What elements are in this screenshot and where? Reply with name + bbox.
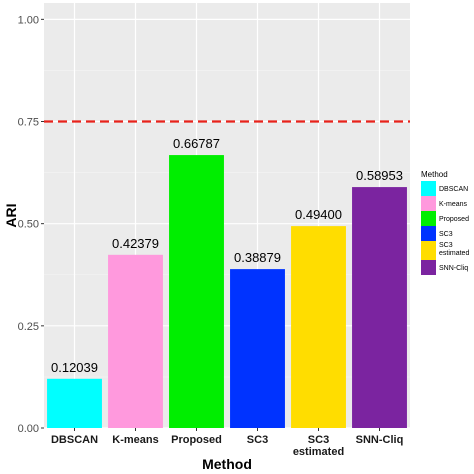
bar (169, 155, 224, 428)
legend-label: DBSCAN (439, 186, 468, 193)
legend-label: Proposed (439, 216, 469, 223)
bar (291, 226, 346, 428)
legend: Method DBSCAN K-means Proposed SC3 SC3 estima… (421, 170, 469, 275)
legend-swatch (421, 181, 436, 196)
x-tick-label: K-means (112, 434, 158, 446)
bar-value-label: 0.38879 (234, 250, 281, 265)
bar (352, 187, 407, 428)
data-labels: 0.12039 0.42379 0.66787 0.38879 0.49400 0.589… (51, 136, 403, 375)
x-tick-label: SC3 (247, 434, 268, 446)
y-tick-label: 0.75 (18, 117, 39, 129)
bar (230, 269, 285, 428)
legend-swatch (421, 211, 436, 226)
legend-title: Method (421, 170, 448, 179)
bar-value-label: 0.58953 (356, 168, 403, 183)
y-tick-label: 0.25 (18, 321, 39, 333)
bar-value-label: 0.42379 (112, 236, 159, 251)
y-axis-title: ARI (3, 203, 19, 227)
x-axis-ticks: DBSCAN K-means Proposed SC3 SC3 estimated SNN-… (51, 428, 403, 458)
bar (108, 254, 163, 428)
x-tick-label: SNN-Cliq (356, 434, 404, 446)
legend-items: DBSCAN K-means Proposed SC3 SC3 estimated SNN-… (421, 181, 469, 275)
bar (47, 378, 102, 428)
legend-swatch (421, 241, 436, 260)
bars (47, 155, 407, 428)
y-axis-ticks: 0.00 0.25 0.50 0.75 1.00 (18, 14, 44, 435)
x-tick-label: SC3 estimated (293, 434, 344, 458)
y-tick-label: 1.00 (18, 14, 39, 26)
plot-panel (44, 3, 410, 428)
y-tick-label: 0.50 (18, 219, 39, 231)
legend-label: SC3 estimated (439, 242, 469, 257)
legend-label: K-means (439, 201, 468, 208)
legend-swatch (421, 260, 436, 275)
x-tick-label: DBSCAN (51, 434, 98, 446)
bar-value-label: 0.49400 (295, 207, 342, 222)
x-axis-title: Method (202, 456, 252, 472)
legend-label: SC3 (439, 231, 453, 238)
legend-swatch (421, 226, 436, 241)
legend-swatch (421, 196, 436, 211)
bar-value-label: 0.12039 (51, 360, 98, 375)
y-tick-label: 0.00 (18, 423, 39, 435)
legend-label: SNN-Cliq (439, 265, 468, 272)
x-tick-label: Proposed (171, 434, 222, 446)
bar-value-label: 0.66787 (173, 136, 220, 151)
